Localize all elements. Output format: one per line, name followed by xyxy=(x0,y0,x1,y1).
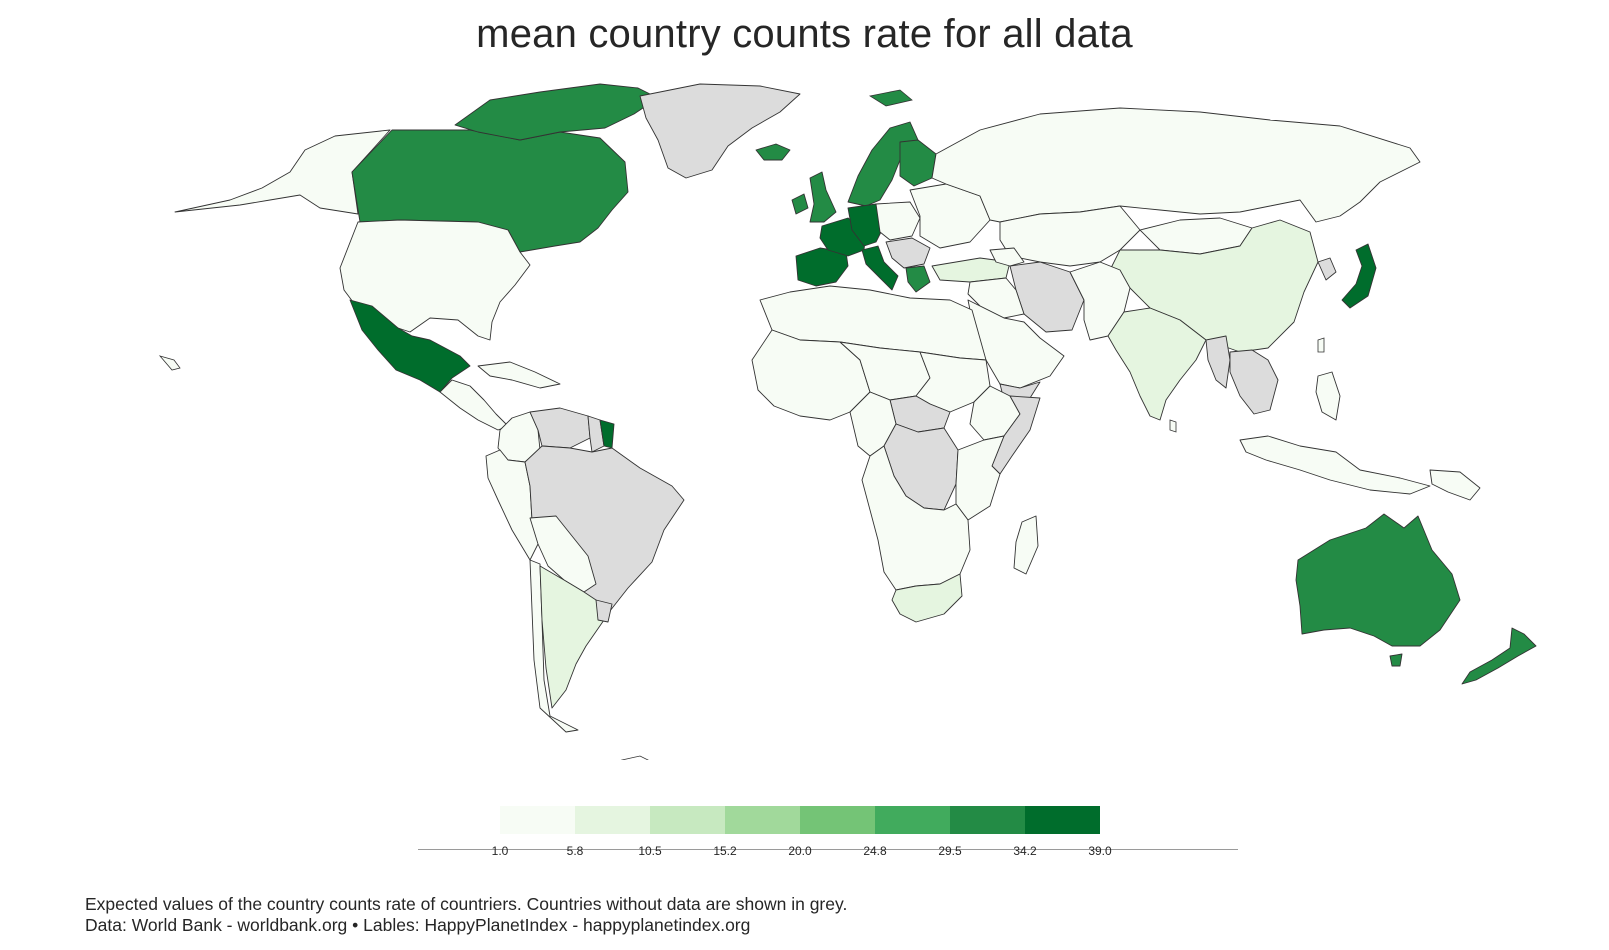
region-philippines xyxy=(1315,371,1341,421)
island-hawaii-outline xyxy=(158,355,181,371)
region-png xyxy=(1429,469,1481,501)
legend-swatch xyxy=(725,806,800,834)
island-sri-lanka-outline xyxy=(1169,419,1177,433)
region-iceland xyxy=(755,143,791,161)
region-mexico xyxy=(349,299,471,393)
region-russia xyxy=(931,107,1421,223)
region-japan xyxy=(1341,243,1377,309)
region-uruguay xyxy=(595,599,613,623)
region-uk xyxy=(809,171,837,223)
legend-tick-label: 20.0 xyxy=(788,844,812,858)
region-central-america xyxy=(439,379,509,431)
region-caribbean xyxy=(477,361,561,389)
region-finland xyxy=(899,139,937,187)
region-balkans xyxy=(885,237,931,269)
region-new-zealand xyxy=(1461,627,1537,685)
region-argentina xyxy=(539,565,605,709)
region-sudan xyxy=(915,351,991,413)
region-alaska xyxy=(174,129,391,215)
legend-axis-line xyxy=(418,849,1238,850)
legend-swatch xyxy=(1025,806,1100,834)
region-italy xyxy=(861,245,899,291)
legend-tick-label: 34.2 xyxy=(1013,844,1037,858)
island-taiwan-outline xyxy=(1317,337,1325,353)
region-canada-arctic xyxy=(454,83,659,141)
island-falklands-outline xyxy=(620,755,649,760)
region-guyana-suriname xyxy=(587,415,605,453)
region-india xyxy=(1107,307,1207,421)
region-greece xyxy=(905,265,931,293)
legend-swatch xyxy=(875,806,950,834)
legend-tick-label: 29.5 xyxy=(938,844,962,858)
map-title: mean country counts rate for all data xyxy=(476,12,1133,56)
region-australia-tasmania xyxy=(1389,653,1403,667)
region-iberia xyxy=(795,247,849,287)
caption-line-source: Data: World Bank - worldbank.org • Lable… xyxy=(85,915,751,935)
region-indochina xyxy=(1229,349,1279,415)
legend-tick-label: 10.5 xyxy=(638,844,662,858)
legend-tick-label: 15.2 xyxy=(713,844,737,858)
legend-tick-label: 39.0 xyxy=(1088,844,1112,858)
legend-tick-label: 24.8 xyxy=(863,844,887,858)
region-central-europe xyxy=(875,201,921,241)
region-malaysia-indonesia xyxy=(1239,435,1431,495)
map-caption: Expected values of the country counts ra… xyxy=(85,894,847,936)
legend-swatch xyxy=(575,806,650,834)
region-china xyxy=(1109,219,1319,353)
region-madagascar xyxy=(1013,515,1039,575)
region-venezuela xyxy=(529,407,591,449)
legend-swatch xyxy=(800,806,875,834)
region-southern-africa xyxy=(861,445,971,591)
legend-swatch xyxy=(500,806,575,834)
region-north-korea xyxy=(1317,257,1337,281)
region-south-africa xyxy=(891,573,963,623)
legend-tick-label: 5.8 xyxy=(566,844,584,858)
region-iraq-syria xyxy=(967,277,1025,319)
legend-swatch xyxy=(950,806,1025,834)
region-bolivia-paraguay xyxy=(529,515,597,593)
region-ireland xyxy=(791,193,809,215)
region-australia xyxy=(1295,513,1461,647)
region-myanmar xyxy=(1205,335,1231,389)
legend-swatch xyxy=(650,806,725,834)
caption-line-description: Expected values of the country counts ra… xyxy=(85,894,848,914)
region-east-africa xyxy=(955,435,1005,521)
world-map xyxy=(0,70,1609,760)
region-caucasus xyxy=(989,247,1025,267)
legend-tick-label: 1.0 xyxy=(491,844,509,858)
world-map-svg xyxy=(158,83,1537,760)
island-svalbard-outline xyxy=(868,89,913,107)
region-greenland xyxy=(639,83,801,179)
